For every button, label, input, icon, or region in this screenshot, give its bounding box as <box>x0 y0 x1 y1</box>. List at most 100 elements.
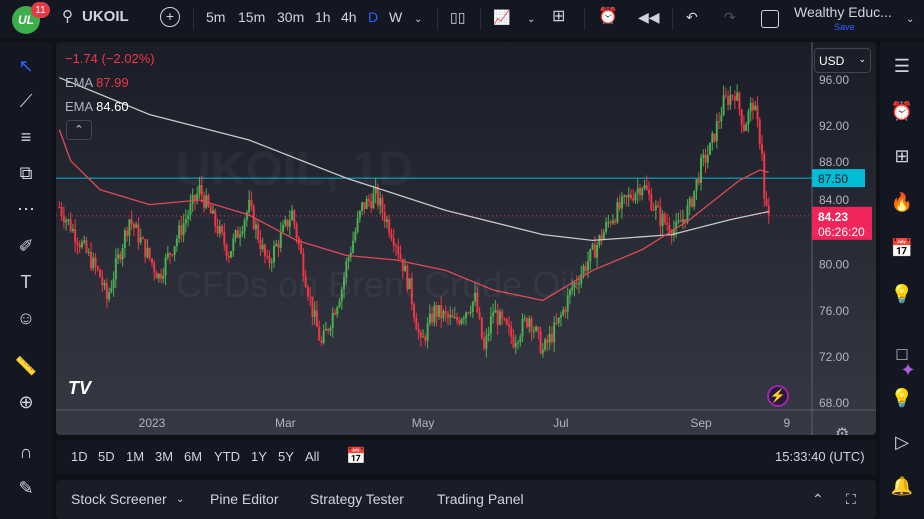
range-1d[interactable]: 1D <box>71 449 88 464</box>
candle <box>114 258 117 280</box>
ideas-lightbulb-icon[interactable]: 💡 <box>890 284 914 304</box>
candle <box>69 219 72 232</box>
candle <box>523 318 526 320</box>
zoom-icon[interactable]: ⊕ <box>18 392 34 412</box>
sparkle-icon[interactable]: ✦ <box>900 360 916 380</box>
chevron-down-icon[interactable]: ⌄ <box>527 14 536 25</box>
prediction-icon[interactable]: ⋯ <box>17 199 35 219</box>
candle <box>288 220 291 227</box>
ruler-icon[interactable]: 📏 <box>14 356 38 376</box>
candle <box>85 240 88 253</box>
play-icon[interactable]: ▷ <box>895 432 909 452</box>
candle <box>693 190 696 207</box>
candle <box>60 207 63 216</box>
fib-icon[interactable]: ≡ <box>20 127 32 147</box>
candle <box>666 222 669 225</box>
candle <box>476 292 479 313</box>
magnet-icon[interactable]: ∩ <box>19 442 33 462</box>
brush-icon[interactable]: ✐ <box>18 236 34 256</box>
search-icon[interactable]: ⚲ <box>62 8 73 25</box>
text-icon[interactable]: T <box>20 272 32 292</box>
collapse-legend-button[interactable]: ⌃ <box>66 120 92 140</box>
range-5d[interactable]: 5D <box>98 449 115 464</box>
interval-4h[interactable]: 4h <box>341 9 357 25</box>
pattern-icon[interactable]: ⧉ <box>19 163 33 183</box>
candle <box>544 339 547 350</box>
candle <box>279 231 282 248</box>
range-all[interactable]: All <box>305 449 320 464</box>
range-3m[interactable]: 3M <box>155 449 174 464</box>
candle <box>358 210 361 219</box>
interval-d[interactable]: D <box>368 9 379 25</box>
replay-icon[interactable]: ◀◀ <box>638 9 660 25</box>
undo-icon[interactable]: ↶ <box>686 9 698 25</box>
add-list-icon[interactable]: ⊞ <box>894 146 910 166</box>
layout-grid-icon[interactable]: ⊞ <box>552 8 566 25</box>
calendar-icon[interactable]: 📅 <box>890 238 914 258</box>
lightning-icon[interactable]: ⚡ <box>767 385 789 407</box>
price-chart[interactable]: 96.00 92.00 88.00 84.00 80.00 76.00 72.00 68.00… <box>56 42 876 435</box>
chevron-down-icon[interactable]: ⌄ <box>906 14 915 25</box>
candle <box>399 254 402 259</box>
candle <box>302 253 305 277</box>
candle <box>584 266 587 271</box>
ema-legend-fast[interactable]: EMA 87.99 <box>65 75 129 90</box>
trend-line-icon[interactable]: ⟋ <box>19 91 33 111</box>
candle <box>132 223 135 228</box>
watchlist-icon[interactable]: ☰ <box>893 56 911 76</box>
streams-icon[interactable]: 💡 <box>890 388 914 408</box>
candle <box>517 342 519 344</box>
candle <box>672 228 675 236</box>
interval-15m[interactable]: 15m <box>238 9 266 25</box>
range-ytd[interactable]: YTD <box>214 449 240 464</box>
indicators-icon[interactable]: 📈 <box>493 9 511 25</box>
layout-name[interactable]: Wealthy Educ... <box>794 4 892 20</box>
symbol-search[interactable]: UKOIL <box>82 8 129 25</box>
fullscreen-icon[interactable] <box>761 10 779 28</box>
candle <box>166 252 169 258</box>
range-1m[interactable]: 1M <box>126 449 145 464</box>
goto-date-icon[interactable]: 📅 <box>346 448 366 465</box>
currency-select[interactable]: USD ⌄ <box>814 48 871 73</box>
candle <box>180 225 183 236</box>
add-symbol-icon[interactable]: + <box>160 7 180 27</box>
chevron-down-icon[interactable]: ⌄ <box>176 494 185 505</box>
clock[interactable]: 15:33:40 (UTC) <box>775 449 865 464</box>
redo-icon[interactable]: ↷ <box>724 9 736 25</box>
settings-gear-icon[interactable]: ⚙ <box>835 426 850 435</box>
candle <box>467 312 470 314</box>
interval-1h[interactable]: 1h <box>315 9 331 25</box>
notification-badge[interactable]: 11 <box>31 2 50 18</box>
interval-5m[interactable]: 5m <box>206 9 226 25</box>
collapse-panel-icon[interactable]: ⌃ <box>812 491 824 507</box>
range-5y[interactable]: 5Y <box>278 449 294 464</box>
interval-w[interactable]: W <box>389 9 403 25</box>
range-6m[interactable]: 6M <box>184 449 203 464</box>
candle <box>58 206 61 208</box>
chat-icon[interactable]: □ <box>896 344 908 364</box>
tab-trading-panel[interactable]: Trading Panel <box>437 491 524 507</box>
candle <box>354 231 357 241</box>
emoji-icon[interactable]: ☺ <box>16 308 36 328</box>
ema-legend-slow[interactable]: EMA 84.60 <box>65 99 129 114</box>
tab-pine-editor[interactable]: Pine Editor <box>210 491 279 507</box>
chevron-down-icon[interactable]: ⌄ <box>414 14 423 25</box>
candle <box>731 95 734 97</box>
maximize-panel-icon[interactable]: ⛶ <box>846 491 856 507</box>
tab-strategy-tester[interactable]: Strategy Tester <box>310 491 404 507</box>
notifications-bell-icon[interactable]: 🔔 <box>890 476 914 496</box>
interval-30m[interactable]: 30m <box>277 9 305 25</box>
lock-drawings-icon[interactable]: ✎ <box>18 478 34 498</box>
tab-stock-screener[interactable]: Stock Screener <box>71 491 167 507</box>
candle <box>422 336 425 338</box>
candle <box>600 235 603 240</box>
range-1y[interactable]: 1Y <box>251 449 267 464</box>
alarm-clock-icon[interactable]: ⏰ <box>890 101 914 121</box>
candles-icon[interactable]: ▯▯ <box>450 9 466 25</box>
cursor-icon[interactable]: ↖ <box>18 56 34 76</box>
hotlists-flame-icon[interactable]: 🔥 <box>890 192 914 212</box>
candle <box>379 198 382 206</box>
chart-pane[interactable]: 96.00 92.00 88.00 84.00 80.00 76.00 72.00 68.00… <box>56 42 876 435</box>
save-button[interactable]: Save <box>834 22 855 32</box>
alert-icon[interactable]: ⏰ <box>598 8 618 25</box>
